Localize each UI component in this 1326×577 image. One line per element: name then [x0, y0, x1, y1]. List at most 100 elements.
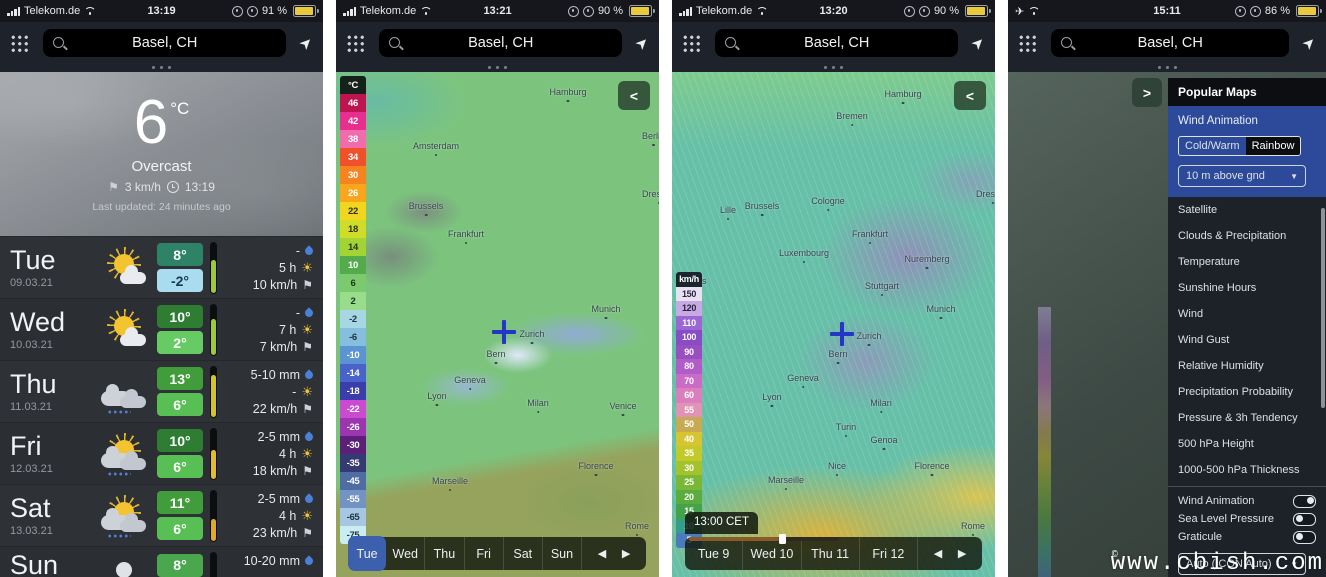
wifi-icon — [420, 7, 432, 16]
next-icon[interactable]: ▶ — [957, 548, 967, 560]
menu-item-temperature[interactable]: Temperature — [1178, 256, 1240, 268]
menu-scrollbar[interactable] — [1321, 208, 1325, 408]
locate-icon[interactable]: ➤ — [296, 32, 318, 54]
temperature-map[interactable] — [336, 72, 659, 577]
drag-handle-dots[interactable] — [672, 62, 995, 72]
search-input[interactable]: Basel, CH — [715, 29, 959, 57]
scale-stop: -26 — [340, 418, 366, 436]
menu-item-1000-500hpa-thickness[interactable]: 1000-500 hPa Thickness — [1178, 464, 1300, 476]
low-temp-badge: 6° — [157, 517, 203, 540]
orientation-lock-icon — [231, 5, 243, 17]
droplet-icon — [303, 244, 315, 257]
apps-grid-icon[interactable] — [1018, 33, 1037, 53]
forecast-row-sat[interactable]: Sat 13.03.21 11° 6° 2-5 mm 4 h ☀ 23 km/h ⚑ — [0, 484, 323, 546]
prev-icon[interactable]: ◀ — [597, 548, 607, 560]
model-dropdown-value: Auto (ICON Auto) — [1186, 558, 1272, 570]
timeline-day-thu11[interactable]: Thu 11 — [802, 537, 860, 570]
city-label: Nice — [828, 462, 846, 476]
forecast-row-sun[interactable]: Sun 8° 10-20 mm — [0, 546, 323, 577]
locate-icon[interactable]: ➤ — [968, 32, 990, 54]
apps-grid-icon[interactable] — [10, 33, 29, 53]
scale-stop: -10 — [340, 346, 366, 364]
search-input[interactable]: Basel, CH — [43, 29, 287, 57]
apps-grid-icon[interactable] — [346, 33, 365, 53]
forecast-row-tue[interactable]: Tue 09.03.21 8° -2° - 5 h ☀ 10 km/h ⚑ — [0, 236, 323, 298]
timeline-day-thu[interactable]: Thu — [425, 537, 465, 570]
time-slider[interactable] — [689, 534, 839, 544]
sun-icon: ☀ — [301, 384, 313, 399]
timeline-day-fri[interactable]: Fri — [465, 537, 504, 570]
scale-stop: 26 — [340, 184, 366, 202]
wind-map[interactable] — [672, 72, 995, 577]
next-icon[interactable]: ▶ — [621, 548, 631, 560]
scale-stop: -2 — [340, 310, 366, 328]
wind-value: 10 km/h — [252, 277, 298, 292]
battery-icon — [629, 5, 655, 17]
chevron-down-icon: ▼ — [1290, 171, 1298, 181]
apps-grid-icon[interactable] — [682, 33, 701, 53]
sea-level-pressure-toggle[interactable] — [1293, 512, 1316, 526]
timeline-day-sat[interactable]: Sat — [504, 537, 543, 570]
menu-item-clouds-precipitation[interactable]: Clouds & Precipitation — [1178, 230, 1287, 242]
menu-item-wind-gust[interactable]: Wind Gust — [1178, 334, 1230, 346]
timeline-day-sun[interactable]: Sun — [543, 537, 583, 570]
timeline-day-fri12[interactable]: Fri 12 — [860, 537, 918, 570]
city-label: Stuttgart — [865, 282, 899, 296]
battery-icon — [293, 5, 319, 17]
city-label: Geneva — [787, 374, 819, 388]
city-label: Geneva — [454, 376, 486, 390]
segment-rainbow[interactable]: Rainbow — [1245, 137, 1301, 155]
model-dropdown[interactable]: Auto (ICON Auto) ▼ — [1178, 553, 1306, 575]
forecast-row-fri[interactable]: Fri 12.03.21 10° 6° 2-5 mm 4 h ☀ 18 km/h ⚑ — [0, 422, 323, 484]
precip-value: 5-10 mm — [250, 367, 300, 382]
segment-cold-warm[interactable]: Cold/Warm — [1185, 140, 1240, 152]
high-temp-badge: 13° — [157, 367, 203, 390]
forecast-row-wed[interactable]: Wed 10.03.21 10° 2° - 7 h ☀ 7 km/h ⚑ — [0, 298, 323, 360]
city-label: Lyon — [762, 393, 781, 407]
locate-icon[interactable]: ➤ — [632, 32, 654, 54]
city-label: Munich — [591, 305, 620, 319]
toggle-label: Graticule — [1178, 531, 1223, 543]
timeline-day-tue[interactable]: Tue — [348, 536, 387, 571]
menu-item-relative-humidity[interactable]: Relative Humidity — [1178, 360, 1264, 372]
collapse-panel-button[interactable]: < — [618, 81, 650, 110]
high-temp-badge: 8° — [157, 553, 203, 577]
locate-icon[interactable]: ➤ — [1299, 32, 1321, 54]
status-bar: ✈ 15:11 86 % — [1008, 0, 1326, 22]
menu-item-wind[interactable]: Wind — [1178, 308, 1204, 320]
collapse-panel-button[interactable]: < — [954, 81, 986, 110]
timeline-day-wed10[interactable]: Wed 10 — [743, 537, 802, 570]
time-chip: 13:00 CET — [685, 512, 758, 534]
menu-item-sunshine-hours[interactable]: Sunshine Hours — [1178, 282, 1257, 294]
forecast-row-thu[interactable]: Thu 11.03.21 13° 6° 5-10 mm - ☀ 22 km/h ⚑ — [0, 360, 323, 422]
thermometer-bar — [210, 489, 217, 542]
drag-handle-dots[interactable] — [1008, 62, 1326, 72]
wind-animation-toggle[interactable] — [1293, 494, 1316, 508]
prev-icon[interactable]: ◀ — [933, 548, 943, 560]
day-label: Sun — [10, 550, 59, 577]
city-label: Marseille — [432, 477, 468, 491]
level-dropdown[interactable]: 10 m above gnd ▼ — [1178, 165, 1306, 187]
search-icon — [389, 37, 400, 48]
menu-item-satellite[interactable]: Satellite — [1178, 204, 1218, 216]
search-input[interactable]: Basel, CH — [379, 29, 623, 57]
graticule-toggle[interactable] — [1293, 530, 1316, 544]
search-input[interactable]: Basel, CH — [1051, 29, 1290, 57]
low-temp-badge: 6° — [157, 393, 203, 416]
timeline-day-tue9[interactable]: Tue 9 — [685, 537, 744, 570]
expand-panel-button[interactable]: > — [1132, 78, 1162, 107]
menu-item-precipitation-probability[interactable]: Precipitation Probability — [1178, 386, 1293, 398]
day-timeline: Tue 9 Wed 10 Thu 11 Fri 12 ◀ ▶ — [685, 537, 982, 570]
scale-stop: 14 — [340, 238, 366, 256]
city-label: Dresden — [642, 190, 659, 204]
city-label: Dresden — [976, 190, 995, 204]
scale-stop: 6 — [340, 274, 366, 292]
battery-percent: 86 % — [1264, 5, 1290, 17]
city-label: Zurich — [519, 330, 544, 344]
signal-icon — [679, 6, 692, 16]
timeline-day-wed[interactable]: Wed — [386, 537, 426, 570]
menu-item-pressure-3h-tendency[interactable]: Pressure & 3h Tendency — [1178, 412, 1298, 424]
menu-item-500hpa-height[interactable]: 500 hPa Height — [1178, 438, 1254, 450]
drag-handle-dots[interactable] — [0, 62, 323, 72]
drag-handle-dots[interactable] — [336, 62, 659, 72]
